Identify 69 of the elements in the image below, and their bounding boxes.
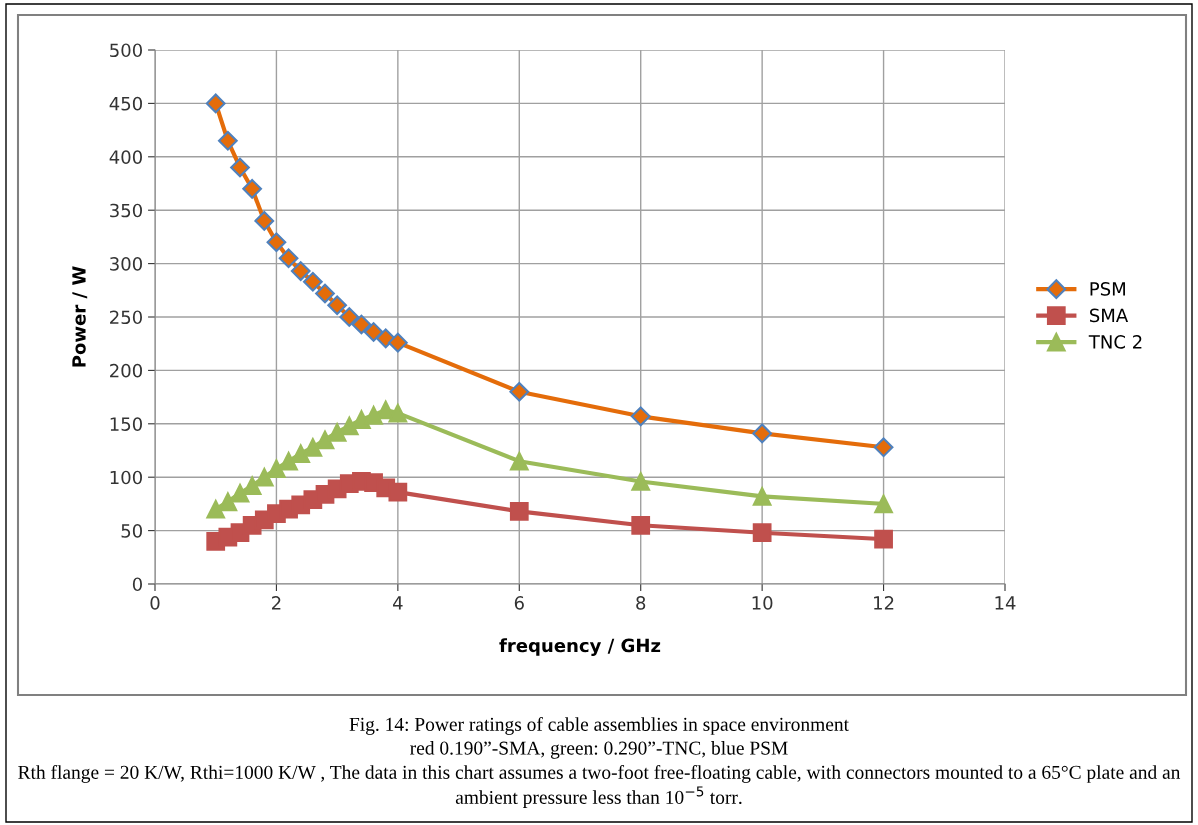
x-tick-label: 10 (752, 596, 773, 610)
point (752, 423, 773, 444)
x-tick-label: 2 (272, 596, 281, 610)
caption: Fig. 14: Power ratings of cable assemblies in space environment (349, 717, 849, 735)
point (339, 307, 360, 327)
point (388, 403, 408, 423)
text: Rth flange = 20 K/W, Rthi=1000 K/W , The data in this chart assumes a two-foot free-floating cable, with connectors mounted to a 65°C plate and an ambient pressure less than 10$^{−5}$ torr. (18, 765, 1181, 808)
point (315, 283, 335, 304)
x-tick-label: 8 (636, 596, 646, 610)
y-tick-label: 350 (110, 203, 142, 218)
point (327, 295, 348, 316)
point (387, 332, 408, 353)
point (230, 483, 250, 503)
point (364, 405, 383, 425)
legend-label: PSM (1090, 282, 1125, 296)
point (230, 157, 250, 178)
x-tick-label: 0 (150, 596, 160, 610)
point (874, 494, 893, 514)
point (206, 499, 226, 519)
point (266, 232, 287, 253)
point (752, 487, 772, 506)
point (254, 467, 274, 487)
point (351, 314, 372, 335)
y-tick-label: 250 (110, 310, 142, 325)
point (217, 130, 238, 151)
point (267, 459, 286, 479)
x-tick-label: 6 (514, 596, 524, 610)
point (352, 410, 371, 429)
point (205, 93, 226, 114)
point (874, 529, 893, 549)
y-tick-label: 200 (110, 363, 142, 378)
point (631, 515, 651, 535)
y-axis-title: Power / W (72, 266, 88, 367)
y-tick-label: 300 (110, 257, 142, 271)
point (278, 248, 299, 269)
point (218, 492, 238, 512)
y-tick-label: 0 (132, 577, 142, 592)
y-tick-label: 500 (110, 43, 142, 58)
x-tick-label: 4 (393, 596, 403, 610)
point (303, 437, 323, 457)
y-tick-label: 50 (121, 524, 142, 538)
point (339, 416, 359, 436)
point (752, 523, 772, 543)
point (291, 444, 311, 464)
y-tick-label: 450 (109, 96, 142, 111)
point (279, 451, 298, 471)
point (509, 381, 530, 402)
point (873, 437, 894, 458)
point (327, 422, 347, 442)
point (242, 178, 263, 199)
point (509, 451, 529, 471)
point (388, 482, 408, 502)
point (630, 406, 651, 427)
text: red 0.190”-SMA, green: 0.290”-TNC, blue PSM (410, 741, 788, 759)
point (631, 472, 651, 491)
x-tick-label: 14 (995, 596, 1016, 610)
point (254, 211, 275, 231)
y-tick-label: 150 (110, 417, 142, 431)
point (509, 502, 529, 521)
point (290, 261, 311, 281)
point (302, 271, 323, 292)
y-tick-label: 400 (109, 150, 142, 164)
x-tick-label: 12 (874, 596, 894, 610)
legend-label: TNC 2 (1088, 335, 1142, 349)
point (315, 430, 335, 450)
x-axis-title: frequency / GHz (499, 638, 661, 656)
y-tick-label: 100 (110, 470, 142, 485)
legend-label: SMA (1090, 308, 1129, 323)
point (242, 476, 262, 496)
